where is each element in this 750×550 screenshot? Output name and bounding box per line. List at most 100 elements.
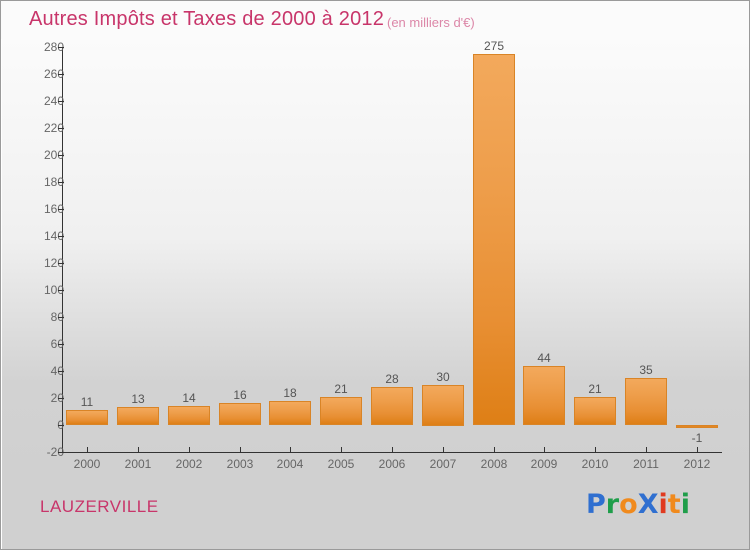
y-axis-tick-label: 160 [43,202,64,216]
plot-area: 280260240220200180160140120100806040200-… [2,39,749,480]
x-axis-tick-label: 2000 [73,457,101,471]
y-axis-tick-mark [58,155,64,156]
bar[interactable] [574,397,616,425]
x-axis-tick-mark [138,447,139,453]
x-axis-tick-label: 2007 [429,457,457,471]
y-axis-tick: 120 [2,257,64,269]
y-axis-tick-label: 80 [50,310,64,324]
bar-value-label: 14 [182,391,196,405]
y-axis-tick-label: 60 [50,337,64,351]
bar[interactable] [269,401,311,425]
x-axis-tick-mark [544,447,545,453]
bar-value-label: 35 [639,363,653,377]
y-axis-tick-label: 100 [43,283,64,297]
x-axis-tick-label: 2008 [480,457,508,471]
y-axis-tick-label: 220 [43,121,64,135]
y-axis-tick: -20 [2,446,64,458]
bar-value-label: 44 [537,351,551,365]
chart-subtitle: (en milliers d'€) [387,15,475,30]
y-axis-tick-label: 140 [43,229,64,243]
y-axis-tick: 40 [2,365,64,377]
bar[interactable] [676,425,718,428]
bar[interactable] [523,366,565,425]
x-axis-tick-mark [494,447,495,453]
x-axis-tick-label: 2001 [124,457,152,471]
y-axis-tick-mark [58,101,64,102]
y-axis-tick-mark [58,263,64,264]
bar-value-label: 16 [233,388,247,402]
x-axis-tick-label: 2006 [378,457,406,471]
x-axis-tick-label: 2003 [226,457,254,471]
bar-value-label: 275 [483,39,505,53]
x-axis-tick-label: 2009 [530,457,558,471]
x-axis-tick-label: 2002 [175,457,203,471]
y-axis-tick-label: 120 [43,256,64,270]
y-axis-tick: 60 [2,338,64,350]
bar-value-label: 30 [436,370,450,384]
bar[interactable] [117,407,159,425]
logo-letter: r [605,489,620,520]
y-axis-tick: 240 [2,95,64,107]
bar[interactable] [422,385,464,426]
y-axis-tick-mark [58,371,64,372]
proxiti-logo[interactable]: ProXiti [586,489,690,520]
y-axis-tick: 100 [2,284,64,296]
y-axis-tick-mark [58,47,64,48]
bar[interactable] [168,406,210,425]
bar[interactable] [371,387,413,425]
logo-letter: P [586,489,606,520]
y-axis-tick-mark [58,182,64,183]
logo-letter: i [658,489,668,520]
y-axis-tick-mark [58,452,64,453]
y-axis-tick-label: 280 [43,40,64,54]
y-axis-tick-mark [58,290,64,291]
logo-letter: o [619,489,638,520]
y-axis-tick: 140 [2,230,64,242]
y-axis-tick-mark [58,398,64,399]
y-axis-tick-mark [58,74,64,75]
y-axis-tick-label: 40 [50,364,64,378]
y-axis-tick-mark [58,209,64,210]
y-axis-tick-label: 0 [12,419,64,431]
y-axis-tick-label: 260 [43,67,64,81]
bar-value-label: -1 [691,431,703,445]
y-axis-tick: 220 [2,122,64,134]
x-axis-tick-label: 2004 [276,457,304,471]
bar-value-label: 11 [80,395,94,409]
y-axis-tick-mark [58,344,64,345]
y-axis-tick-mark [58,317,64,318]
x-axis-tick-mark [240,447,241,453]
x-axis-tick-label: 2005 [327,457,355,471]
y-axis-tick-label: 180 [43,175,64,189]
bar-value-label: 13 [131,392,145,406]
bar[interactable] [473,54,515,425]
y-axis-tick-label: -20 [46,445,64,459]
x-axis-tick-label: 2012 [683,457,711,471]
y-axis-tick-mark [58,425,64,426]
chart-header: Autres Impôts et Taxes de 2000 à 2012 (e… [1,1,749,39]
x-axis-tick-mark [290,447,291,453]
chart-footer: LAUZERVILLE [2,480,749,549]
y-axis-tick-label: 20 [50,391,64,405]
y-axis-tick: 180 [2,176,64,188]
x-axis-tick-mark [595,447,596,453]
y-axis-line [62,47,63,453]
bar[interactable] [320,397,362,425]
bar-value-label: 21 [588,382,602,396]
y-axis-tick: 0 [2,419,64,431]
x-axis-tick-mark [697,447,698,453]
x-axis-tick-label: 2011 [633,457,659,471]
y-axis-tick-label: 240 [43,94,64,108]
y-axis-tick: 160 [2,203,64,215]
x-axis-tick-mark [443,447,444,453]
y-axis-tick: 20 [2,392,64,404]
y-axis-tick: 80 [2,311,64,323]
y-axis-tick-mark [58,128,64,129]
y-axis-tick-mark [58,236,64,237]
x-axis-tick-mark [392,447,393,453]
x-axis-tick-mark [189,447,190,453]
bar[interactable] [219,403,261,425]
bar[interactable] [66,410,108,425]
page-title: Autres Impôts et Taxes de 2000 à 2012 [29,8,385,30]
bar[interactable] [625,378,667,425]
